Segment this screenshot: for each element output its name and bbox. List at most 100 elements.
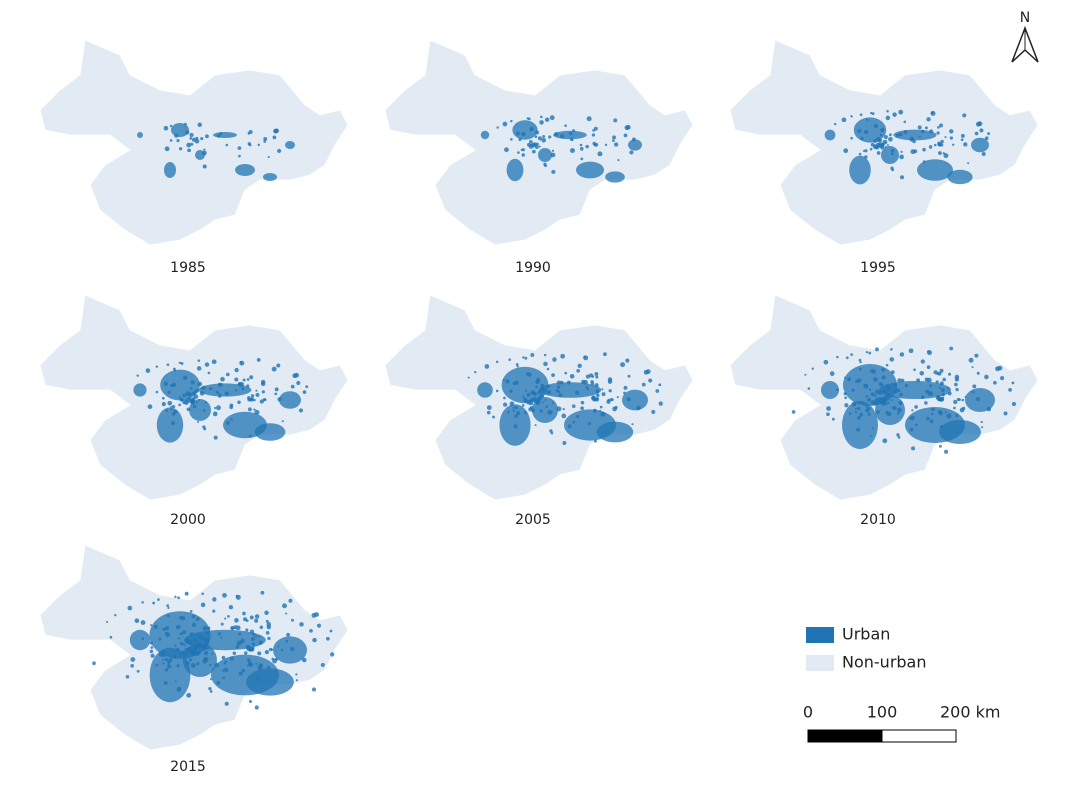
urban-patch (887, 401, 890, 404)
urban-patch (125, 674, 130, 679)
urban-patch (257, 651, 262, 656)
urban-patch (804, 373, 807, 376)
urban-patch (239, 360, 243, 364)
urban-patch (190, 400, 194, 404)
region (384, 39, 694, 246)
year-label: 2010 (860, 512, 896, 528)
urban-patch (255, 662, 258, 665)
urban-patch (252, 632, 256, 636)
urban-patch (898, 109, 904, 115)
urban-patch (222, 676, 225, 680)
urban-patch (939, 123, 943, 128)
urban-patch (176, 649, 179, 652)
urban-patch (900, 378, 905, 383)
urban-patch (298, 408, 304, 413)
urban-patch (831, 417, 835, 421)
year-label: 2000 (170, 512, 206, 528)
urban-patch (539, 409, 543, 413)
urban-patch (876, 410, 880, 414)
urban-patch (193, 394, 199, 399)
urban-patch (540, 387, 545, 392)
urban-area (213, 132, 237, 138)
urban-patch (532, 149, 536, 154)
urban-patch (158, 652, 164, 657)
urban-patch (898, 389, 901, 393)
urban-patch (939, 368, 944, 373)
urban-patch (939, 381, 944, 386)
urban-area (821, 381, 839, 399)
urban-patch (271, 366, 277, 372)
urban-patch (926, 416, 930, 421)
urban-patch (178, 147, 183, 151)
urban-patch (856, 427, 861, 432)
urban-patch (570, 148, 575, 154)
urban-patch (865, 404, 869, 408)
urban-patch (302, 390, 307, 394)
urban-patch (928, 145, 933, 149)
urban-patch (580, 406, 584, 411)
urban-patch (960, 133, 965, 138)
urban-patch (885, 397, 888, 400)
urban-patch (504, 147, 509, 153)
urban-patch (276, 363, 281, 368)
urban-patch (926, 377, 932, 383)
urban-area (164, 162, 176, 178)
urban-patch (290, 384, 295, 389)
urban-patch (964, 395, 967, 398)
urban-area (622, 389, 648, 411)
urban-area (843, 364, 897, 406)
urban-patch (191, 622, 197, 628)
urban-area (947, 169, 973, 185)
urban-patch (876, 151, 881, 155)
urban-area (279, 391, 301, 409)
urban-patch (195, 647, 199, 650)
urban-patch (503, 396, 506, 400)
urban-patch (520, 148, 523, 151)
urban-patch (202, 626, 208, 631)
urban-patch (871, 112, 875, 116)
urban-patch (926, 365, 931, 369)
urban-patch (538, 145, 541, 148)
urban-patch (890, 149, 895, 153)
urban-patch (221, 655, 226, 660)
urban-patch (534, 130, 540, 135)
urban-patch (513, 424, 518, 429)
urban-patch (174, 595, 177, 599)
urban-patch (913, 149, 918, 154)
urban-patch (908, 348, 914, 354)
urban-patch (953, 399, 958, 405)
urban-patch (194, 138, 200, 144)
urban-patch (261, 390, 265, 394)
urban-patch (186, 407, 191, 412)
urban-patch (987, 132, 991, 136)
urban-patch (167, 662, 170, 665)
urban-patch (201, 592, 204, 596)
urban-patch (870, 392, 875, 397)
urban-area (477, 382, 493, 398)
urban-patch (176, 664, 180, 668)
urban-patch (299, 622, 304, 627)
urban-patch (863, 383, 869, 389)
urban-patch (886, 411, 892, 417)
urban-patch (857, 378, 862, 383)
urban-patch (161, 396, 165, 400)
urban-patch (202, 425, 206, 429)
urban-patch (495, 389, 499, 393)
urban-patch (624, 125, 630, 131)
urban-patch (541, 137, 547, 143)
urban-patch (189, 387, 193, 390)
legend-swatch (806, 627, 834, 643)
urban-patch (309, 628, 313, 633)
urban-patch (149, 649, 154, 654)
urban-patch (911, 446, 916, 451)
urban-patch (165, 632, 171, 638)
urban-patch (184, 591, 189, 596)
urban-patch (948, 372, 952, 376)
urban-patch (196, 662, 200, 666)
urban-patch (170, 405, 173, 408)
urban-patch (141, 601, 144, 604)
urban-patch (1008, 388, 1012, 392)
urban-patch (285, 639, 289, 643)
urban-patch (264, 610, 269, 615)
urban-patch (956, 397, 961, 402)
